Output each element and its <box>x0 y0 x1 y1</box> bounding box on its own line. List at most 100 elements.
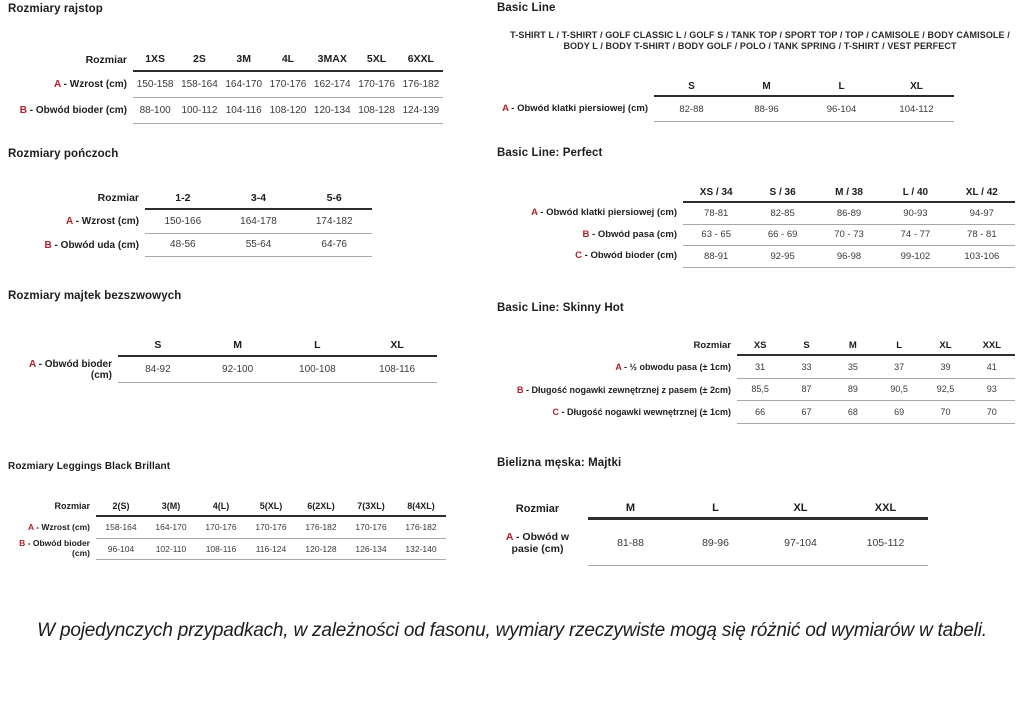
table-cell: 104-112 <box>899 103 934 115</box>
table-cell: 126-134 <box>355 543 387 554</box>
table-cell: 69 <box>894 406 905 417</box>
column-header: S / 36 <box>769 186 796 198</box>
header-cells: XS / 34 S / 36 M / 38 L / 40 XL / 42 <box>683 183 1015 203</box>
table-row: A - ½ obwodu pasa (± 1cm) 31 33 35 37 39 41 <box>497 356 1015 379</box>
row-cells: 88-91 92-95 96-98 99-102 103-106 <box>683 246 1015 268</box>
table-row: A - Obwód bioder (cm) 84-92 92-100 100-108 1… <box>8 357 437 383</box>
section-bielizna-meska-majtki: Bielizna męska: Majtki Rozmiar M L XL XXL A -… <box>497 456 928 566</box>
section-basic-line-perfect: Basic Line: Perfect XS / 34 S / 36 M / 38 L… <box>497 146 1015 268</box>
table-header-row: Rozmiar 1-2 3-4 5-6 <box>8 187 372 210</box>
row-label: C - Obwód bioder (cm) <box>575 250 677 262</box>
table-cell: 97-104 <box>784 536 817 549</box>
column-header: M / 38 <box>835 186 863 198</box>
row-label: A - Obwód klatki piersiowej (cm) <box>502 103 648 115</box>
table-header-row: Rozmiar 1XS 2S 3M 4L 3MAX 5XL 6XXL <box>8 48 443 72</box>
row-cells: 85,5 87 89 90,5 92,5 93 <box>737 379 1015 401</box>
row-label: B - Długość nogawki zewnętrznej z pasem … <box>517 384 731 395</box>
corner-label: Rozmiar <box>693 340 731 352</box>
row-letter: A <box>29 358 36 370</box>
column-header: XL <box>793 501 808 514</box>
row-label: A - Wzrost (cm) <box>27 521 90 532</box>
table-cell: 170-176 <box>205 522 237 533</box>
table-row: A - Wzrost (cm) 150-158 158-164 164-170 170-… <box>8 72 443 98</box>
column-header: M <box>762 81 771 92</box>
table-cell: 90-93 <box>903 207 928 219</box>
table-cell: 105-112 <box>866 536 905 549</box>
row-cells: 81-88 89-96 97-104 105-112 <box>588 520 928 566</box>
size-table-majtki-meskie: Rozmiar M L XL XXL A - Obwód w pasie (cm) 81-8… <box>497 498 928 566</box>
row-label: A - ½ obwodu pasa (± 1cm) <box>615 362 731 373</box>
size-table-majtki-bezszwowe: S M L XL A - Obwód bioder (cm) 84-92 92-100 100… <box>8 334 437 383</box>
table-cell: 120-134 <box>313 105 351 116</box>
row-cells: 63 - 65 66 - 69 70 - 73 74 - 77 78 - 81 <box>683 225 1015 246</box>
table-cell: 170-176 <box>255 522 287 533</box>
column-header: 1-2 <box>175 191 191 204</box>
column-header: XL <box>939 340 952 351</box>
table-cell: 89-96 <box>702 536 729 549</box>
column-header: 5(XL) <box>259 500 283 511</box>
table-cell: 96-104 <box>826 103 857 115</box>
row-letter: A <box>54 79 61 91</box>
table-row: A - Obwód klatki piersiowej (cm) 82-88 88-… <box>497 97 954 122</box>
column-header: M <box>848 340 857 351</box>
table-cell: 164-170 <box>225 79 263 90</box>
column-header: 7(3XL) <box>357 500 385 511</box>
table-cell: 150-166 <box>164 215 202 227</box>
column-header: 3MAX <box>317 53 347 65</box>
header-cells: M L XL XXL <box>588 498 928 520</box>
row-label: B - Obwód bioder (cm) <box>19 105 127 117</box>
row-letter: B <box>19 105 27 117</box>
table-row: B - Obwód bioder (cm) 96-104 102-110 108-11… <box>8 538 446 560</box>
column-header: 3M <box>236 53 251 65</box>
row-letter: A <box>615 362 622 373</box>
table-row: B - Obwód pasa (cm) 63 - 65 66 - 69 70 - 73… <box>497 225 1015 246</box>
table-cell: 116-124 <box>255 543 287 554</box>
table-cell: 92-95 <box>770 250 795 262</box>
size-table-perfect: XS / 34 S / 36 M / 38 L / 40 XL / 42 A - Obwó… <box>497 183 1015 268</box>
row-cells: 96-104 102-110 108-116 116-124 120-128 126-13… <box>96 539 446 560</box>
table-cell: 176-182 <box>405 522 437 533</box>
column-header: XS / 34 <box>699 186 733 198</box>
table-cell: 82-85 <box>770 207 795 219</box>
product-list: T-SHIRT L / T-SHIRT / GOLF CLASSIC L / G… <box>510 30 1010 51</box>
table-cell: 176-182 <box>402 79 440 90</box>
section-title: Basic Line: Skinny Hot <box>497 302 624 314</box>
section-title: Basic Line: Perfect <box>497 147 603 159</box>
section-title: Rozmiary majtek bezszwowych <box>8 290 182 302</box>
table-cell: 92-100 <box>222 364 254 375</box>
column-header: 3-4 <box>250 191 267 204</box>
table-cell: 66 <box>755 406 766 417</box>
size-table-skinny-hot: Rozmiar XS S M L XL XXL A - ½ obwodu pasa (± 1c… <box>497 337 1015 424</box>
table-header-row: S M L XL <box>497 78 954 97</box>
table-row: A - Wzrost (cm) 158-164 164-170 170-176 170-… <box>8 517 446 539</box>
table-cell: 176-182 <box>305 522 337 533</box>
table-cell: 92,5 <box>936 384 955 395</box>
row-cells: 150-158 158-164 164-170 170-176 162-174 170-1… <box>133 72 443 98</box>
column-header: L <box>314 338 321 351</box>
row-label: B - Obwód uda (cm) <box>44 239 139 251</box>
row-cells: 48-56 55-64 64-76 <box>145 234 372 257</box>
row-letter: B <box>517 384 524 395</box>
table-cell: 33 <box>801 361 812 372</box>
table-row: A - Obwód w pasie (cm) 81-88 89-96 97-104 10… <box>497 520 928 566</box>
table-cell: 170-176 <box>358 79 395 90</box>
row-letter: A <box>502 103 509 115</box>
table-cell: 150-158 <box>136 79 174 90</box>
size-table-ponczoch: Rozmiar 1-2 3-4 5-6 A - Wzrost (cm) 150-166 16… <box>8 187 372 257</box>
table-row: B - Obwód bioder (cm) 88-100 100-112 104-11… <box>8 98 443 124</box>
table-cell: 162-174 <box>313 79 351 90</box>
header-cells: 1XS 2S 3M 4L 3MAX 5XL 6XXL <box>133 48 443 72</box>
row-letter: C <box>575 250 582 262</box>
table-row: C - Obwód bioder (cm) 88-91 92-95 96-98 99-1… <box>497 246 1015 268</box>
column-header: 2(S) <box>112 500 130 511</box>
table-cell: 104-116 <box>225 105 262 116</box>
row-letter: B <box>19 538 26 549</box>
row-label: A - Obwód w pasie (cm) <box>505 530 570 555</box>
header-cells: 2(S) 3(M) 4(L) 5(XL) 6(2XL) 7(3XL) 8(4XL) <box>96 496 446 517</box>
section-rozmiary-rajstop: Rozmiary rajstop Rozmiar 1XS 2S 3M 4L 3MAX 5XL… <box>8 2 443 124</box>
table-cell: 158-164 <box>181 79 218 90</box>
table-cell: 164-170 <box>155 522 187 533</box>
table-cell: 66 - 69 <box>767 229 798 241</box>
table-cell: 108-116 <box>205 543 237 554</box>
column-header: L <box>712 501 719 514</box>
